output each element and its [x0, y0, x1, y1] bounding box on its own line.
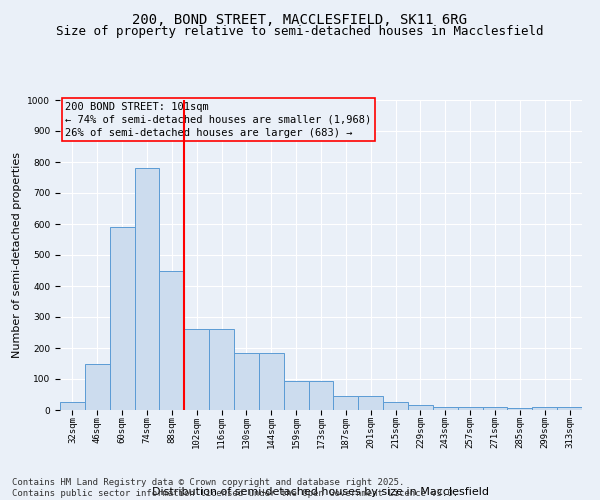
Bar: [358, 396, 383, 410]
Bar: [234, 352, 259, 410]
Bar: [110, 227, 134, 410]
Text: 200, BOND STREET, MACCLESFIELD, SK11 6RG: 200, BOND STREET, MACCLESFIELD, SK11 6RG: [133, 12, 467, 26]
Bar: [259, 352, 284, 410]
Text: Contains HM Land Registry data © Crown copyright and database right 2025.
Contai: Contains HM Land Registry data © Crown c…: [12, 478, 458, 498]
Text: 200 BOND STREET: 101sqm
← 74% of semi-detached houses are smaller (1,968)
26% of: 200 BOND STREET: 101sqm ← 74% of semi-de…: [65, 102, 371, 138]
Bar: [458, 407, 482, 410]
Bar: [284, 380, 308, 410]
Bar: [60, 402, 85, 410]
Text: Size of property relative to semi-detached houses in Macclesfield: Size of property relative to semi-detach…: [56, 25, 544, 38]
Bar: [383, 402, 408, 410]
Bar: [408, 406, 433, 410]
X-axis label: Distribution of semi-detached houses by size in Macclesfield: Distribution of semi-detached houses by …: [152, 488, 490, 498]
Bar: [85, 364, 110, 410]
Bar: [557, 407, 582, 410]
Bar: [209, 330, 234, 410]
Bar: [134, 168, 160, 410]
Bar: [184, 330, 209, 410]
Bar: [334, 396, 358, 410]
Bar: [532, 407, 557, 410]
Y-axis label: Number of semi-detached properties: Number of semi-detached properties: [12, 152, 22, 358]
Bar: [482, 407, 508, 410]
Bar: [160, 270, 184, 410]
Bar: [308, 380, 334, 410]
Bar: [508, 408, 532, 410]
Bar: [433, 407, 458, 410]
